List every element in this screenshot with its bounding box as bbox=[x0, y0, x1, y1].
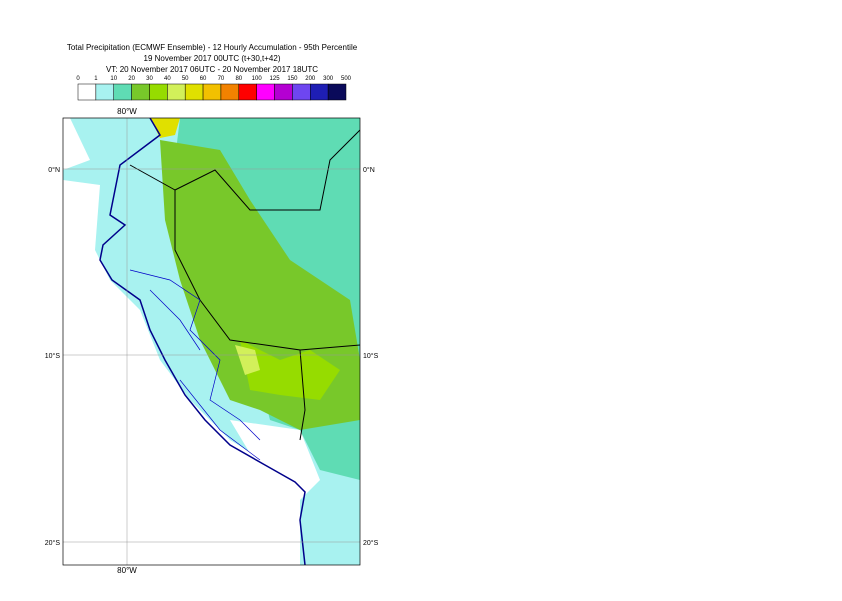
legend-label: 0 bbox=[76, 76, 80, 82]
legend-label: 150 bbox=[287, 76, 298, 82]
legend-swatch bbox=[167, 83, 186, 101]
legend-label: 30 bbox=[146, 76, 153, 82]
legend-swatch bbox=[274, 83, 293, 101]
subtitle: VT: 20 November 2017 06UTC - 20 November… bbox=[106, 65, 318, 74]
legend-swatch bbox=[149, 83, 168, 101]
legend-label: 10 bbox=[110, 76, 117, 82]
legend-label: 300 bbox=[323, 76, 334, 82]
legend-label: 1 bbox=[94, 76, 98, 82]
legend-swatch bbox=[202, 83, 222, 101]
lat-label: 10°S bbox=[45, 352, 61, 360]
lat-label: 0°N bbox=[363, 166, 375, 174]
legend-swatch bbox=[131, 83, 150, 101]
legend-label: 20 bbox=[128, 76, 135, 82]
legend-swatch bbox=[95, 83, 114, 101]
legend-label: 60 bbox=[200, 76, 207, 82]
legend-swatch bbox=[327, 83, 347, 101]
title: Total Precipitation (ECMWF Ensemble) - 1… bbox=[67, 43, 358, 52]
legend-label: 125 bbox=[270, 76, 281, 82]
map bbox=[62, 117, 361, 566]
lat-label: 10°S bbox=[363, 352, 379, 360]
lon-label: 80°W bbox=[117, 566, 137, 575]
legend-swatch bbox=[184, 83, 204, 101]
lat-label: 20°S bbox=[45, 539, 61, 547]
lon-label: 80°W bbox=[117, 107, 137, 116]
legend-swatch bbox=[220, 83, 240, 101]
legend-label: 500 bbox=[341, 76, 352, 82]
subtitle: 19 November 2017 00UTC (t+30,t+42) bbox=[144, 54, 281, 63]
legend-label: 80 bbox=[235, 76, 242, 82]
legend-label: 70 bbox=[218, 76, 225, 82]
legend-swatch bbox=[292, 83, 311, 101]
legend-swatch bbox=[310, 83, 329, 101]
legend-swatch bbox=[113, 83, 132, 101]
lat-label: 20°S bbox=[363, 539, 379, 547]
legend-label: 100 bbox=[252, 76, 263, 82]
legend-label: 40 bbox=[164, 76, 171, 82]
legend-swatch bbox=[77, 83, 97, 101]
legend-label: 50 bbox=[182, 76, 189, 82]
legend-swatch bbox=[238, 83, 257, 101]
lat-label: 0°N bbox=[48, 166, 60, 174]
legend-label: 200 bbox=[305, 76, 316, 82]
legend-swatch bbox=[256, 83, 275, 101]
